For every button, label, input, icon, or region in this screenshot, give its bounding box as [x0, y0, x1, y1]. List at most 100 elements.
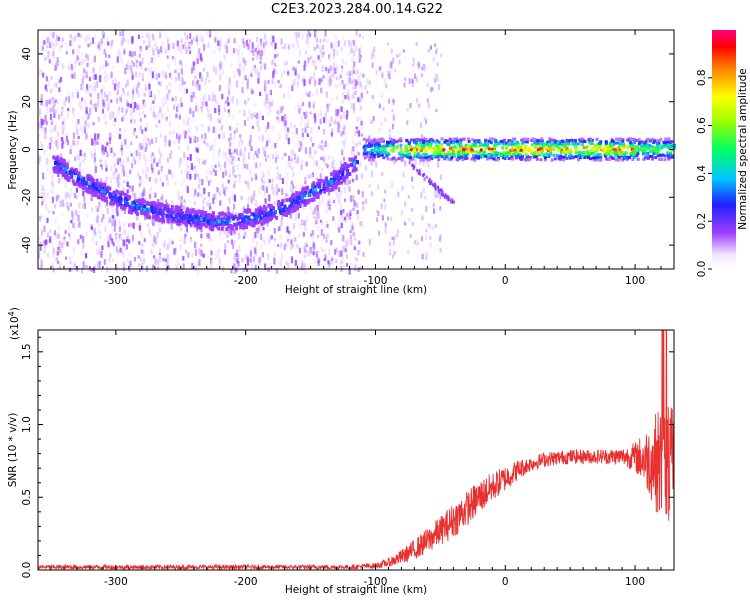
carrier-cell [622, 145, 626, 149]
noise-speckle [228, 112, 231, 117]
noise-speckle [77, 210, 80, 218]
carrier-cell [430, 137, 434, 141]
colorbar: 0.00.20.40.60.8 Normalized spectral ampl… [696, 30, 749, 277]
carrier-cell [521, 151, 525, 155]
noise-speckle [57, 225, 60, 230]
noise-speckle [376, 217, 379, 222]
noise-speckle [53, 101, 56, 107]
carrier-cell [577, 142, 581, 146]
noise-speckle [409, 103, 412, 109]
noise-speckle [309, 147, 312, 155]
noise-speckle [301, 127, 304, 132]
noise-speckle [165, 199, 168, 204]
noise-speckle [86, 116, 89, 121]
noise-speckle [104, 75, 107, 83]
carrier-cell [512, 153, 516, 157]
noise-speckle [384, 227, 387, 234]
carrier-cell [557, 148, 561, 152]
doppler-track-cell [162, 219, 166, 224]
noise-speckle [382, 106, 385, 111]
carrier-cell [502, 138, 506, 142]
doppler-track-cell [312, 181, 316, 186]
noise-speckle [392, 100, 395, 106]
noise-speckle [207, 111, 210, 118]
noise-speckle [318, 258, 321, 263]
noise-speckle [69, 34, 72, 39]
carrier-cell [371, 149, 375, 153]
noise-speckle [100, 180, 103, 184]
noise-speckle [350, 103, 353, 109]
noise-speckle [392, 254, 394, 259]
noise-speckle [186, 185, 189, 190]
noise-speckle [168, 241, 171, 249]
doppler-track-cell [272, 214, 276, 218]
carrier-cell [513, 137, 517, 141]
noise-speckle [336, 50, 339, 57]
noise-speckle [406, 108, 409, 112]
noise-speckle [50, 60, 53, 66]
noise-speckle [219, 191, 222, 197]
carrier-cell [407, 149, 411, 153]
noise-speckle [184, 228, 187, 234]
carrier-cell [511, 141, 515, 145]
noise-speckle [219, 39, 222, 46]
noise-speckle [295, 31, 298, 39]
noise-speckle [171, 130, 174, 137]
doppler-track-cell [98, 192, 102, 197]
noise-speckle [259, 54, 262, 60]
noise-speckle [212, 197, 215, 204]
noise-speckle [81, 61, 84, 65]
noise-speckle [266, 220, 269, 227]
noise-speckle [346, 71, 349, 77]
carrier-cell [435, 139, 439, 143]
carrier-cell [556, 143, 560, 147]
noise-speckle [194, 241, 197, 249]
noise-speckle [89, 99, 92, 105]
doppler-track-cell [238, 221, 242, 226]
noise-speckle [235, 268, 238, 273]
noise-speckle [244, 231, 247, 237]
noise-speckle [234, 174, 237, 179]
noise-speckle [242, 268, 245, 273]
noise-speckle [187, 119, 190, 124]
noise-speckle [285, 180, 288, 187]
doppler-track-cell [252, 212, 256, 217]
noise-speckle [378, 128, 381, 132]
doppler-track-cell [220, 226, 224, 231]
noise-speckle [75, 187, 79, 193]
noise-speckle [291, 215, 294, 220]
doppler-track-cell [167, 213, 171, 218]
carrier-cell [377, 142, 381, 146]
spur-cell [449, 200, 452, 204]
noise-speckle [188, 105, 191, 111]
doppler-track-cell [217, 226, 221, 231]
noise-speckle [388, 73, 391, 80]
doppler-track-cell [195, 214, 198, 219]
noise-speckle [191, 262, 194, 270]
noise-speckle [261, 170, 264, 178]
noise-speckle [58, 124, 61, 131]
noise-speckle [128, 187, 132, 193]
noise-speckle [347, 214, 350, 220]
noise-speckle [203, 82, 206, 86]
noise-speckle [201, 36, 204, 43]
carrier-cell [473, 144, 476, 148]
noise-speckle [158, 119, 161, 124]
noise-speckle [264, 198, 267, 204]
noise-speckle [255, 54, 258, 60]
noise-speckle [252, 65, 256, 71]
noise-speckle [126, 239, 129, 243]
spur-cell [408, 161, 411, 165]
noise-speckle [126, 91, 130, 97]
carrier-cell [372, 139, 376, 143]
noise-speckle [178, 160, 181, 168]
noise-speckle [220, 61, 223, 68]
noise-speckle [165, 267, 169, 273]
carrier-cell [522, 140, 526, 144]
noise-speckle [138, 225, 141, 231]
carrier-cell [646, 157, 650, 160]
carrier-cell [486, 144, 490, 148]
noise-speckle [102, 150, 105, 155]
doppler-track-cell [133, 206, 137, 211]
noise-speckle [391, 236, 394, 240]
